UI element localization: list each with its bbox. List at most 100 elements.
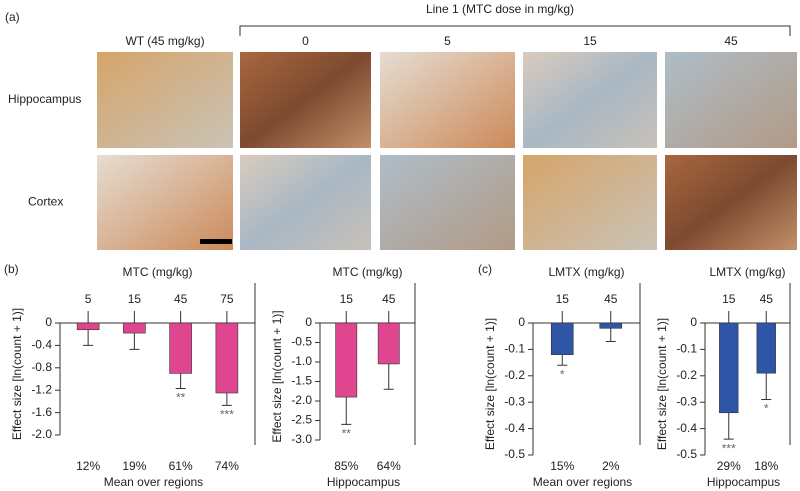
percent-label: 12%	[76, 459, 100, 473]
significance: ***	[220, 407, 234, 421]
category-label: 45	[604, 292, 618, 306]
error-bar	[341, 397, 352, 425]
panel-label: (a)	[5, 10, 20, 24]
category-label: 45	[382, 292, 396, 306]
y-axis-label: Effect size [ln(count + 1)]	[655, 318, 669, 450]
x-axis-label: Mean over regions	[533, 475, 632, 489]
micrograph	[523, 155, 657, 250]
bar	[335, 322, 358, 398]
percent-label: 61%	[169, 459, 193, 473]
error-bar	[221, 393, 232, 406]
column-header: WT (45 mg/kg)	[125, 34, 204, 48]
y-tick-label: -0.5	[676, 447, 697, 461]
significance: **	[176, 391, 186, 405]
y-tick-label: -0.1	[504, 342, 525, 356]
y-axis-label: Effect size [ln(count + 1)]	[483, 318, 497, 450]
bar	[169, 322, 192, 374]
micrograph	[240, 155, 371, 250]
micrograph	[665, 155, 797, 250]
bar	[377, 322, 400, 365]
bar	[76, 322, 100, 331]
x-axis-label: Hippocampus	[707, 475, 780, 489]
micrograph	[240, 52, 371, 148]
y-tick-label: -0.5	[291, 335, 312, 349]
bracket	[239, 25, 791, 36]
y-tick-label: -1.2	[31, 382, 52, 396]
error-bar	[557, 354, 568, 366]
y-tick-label: -2.5	[291, 413, 312, 427]
micrograph	[523, 52, 657, 148]
scale-bar	[200, 239, 232, 244]
error-bar	[129, 333, 140, 350]
significance: ***	[722, 441, 736, 455]
percent-label: 29%	[717, 459, 741, 473]
micrograph	[380, 155, 515, 250]
significance: **	[342, 427, 352, 441]
error-bar	[383, 363, 394, 390]
percent-label: 18%	[754, 459, 778, 473]
panel-label: (b)	[4, 262, 19, 276]
category-label: 15	[340, 292, 354, 306]
significance: *	[764, 402, 769, 416]
y-tick-label: 0	[690, 315, 697, 329]
bar	[756, 322, 776, 374]
error-bar	[761, 373, 772, 401]
micrograph	[380, 52, 515, 148]
y-tick-label: -0.4	[676, 421, 697, 435]
y-tick-label: -0.4	[31, 338, 52, 352]
category-label: 75	[220, 292, 234, 306]
y-tick-label: -0.5	[504, 447, 525, 461]
chart-title: MTC (mg/kg)	[333, 265, 403, 279]
significance: *	[560, 367, 565, 381]
bar	[123, 322, 146, 334]
y-tick-label: -0.4	[504, 421, 525, 435]
bar	[599, 322, 623, 329]
percent-label: 64%	[377, 459, 401, 473]
y-tick-label: 0	[305, 315, 312, 329]
row-label: Cortex	[28, 195, 63, 209]
category-label: 5	[85, 292, 92, 306]
y-tick-label: 0	[45, 315, 52, 329]
y-tick-label: -1.6	[31, 405, 52, 419]
micrograph	[97, 155, 233, 250]
bar	[550, 322, 574, 355]
chart-title: LMTX (mg/kg)	[709, 265, 785, 279]
error-bar	[83, 329, 94, 346]
column-header: 15	[583, 34, 597, 48]
bar	[719, 322, 739, 414]
y-tick-label: -2.0	[291, 393, 312, 407]
percent-label: 19%	[122, 459, 146, 473]
group-title: Line 1 (MTC dose in mg/kg)	[426, 2, 574, 16]
y-tick-label: -0.8	[31, 360, 52, 374]
x-axis-label: Mean over regions	[104, 475, 203, 489]
y-tick-label: -2.0	[31, 427, 52, 441]
category-label: 15	[722, 292, 736, 306]
error-bar	[605, 328, 616, 342]
category-label: 15	[556, 292, 570, 306]
y-tick-label: -1.5	[291, 374, 312, 388]
y-tick-label: -3.0	[291, 432, 312, 446]
percent-label: 74%	[215, 459, 239, 473]
category-label: 45	[174, 292, 188, 306]
micrograph	[665, 52, 797, 148]
y-tick-label: -1.0	[291, 354, 312, 368]
percent-label: 2%	[602, 459, 620, 473]
y-axis-label: Effect size [ln(count + 1)]	[10, 308, 24, 440]
error-bar	[175, 373, 186, 390]
percent-label: 15%	[550, 459, 574, 473]
y-tick-label: -0.3	[676, 394, 697, 408]
bar	[215, 322, 239, 394]
category-label: 15	[128, 292, 142, 306]
error-bar	[723, 412, 734, 440]
y-tick-label: -0.2	[504, 368, 525, 382]
row-label: Hippocampus	[8, 92, 81, 106]
percent-label: 85%	[334, 459, 358, 473]
column-header: 45	[724, 34, 738, 48]
column-header: 0	[302, 34, 309, 48]
panel-label: (c)	[478, 262, 492, 276]
y-axis-label: Effect size [ln(count + 1)]	[270, 310, 284, 442]
y-tick-label: -0.2	[676, 368, 697, 382]
chart-title: LMTX (mg/kg)	[548, 265, 624, 279]
y-tick-label: 0	[518, 315, 525, 329]
